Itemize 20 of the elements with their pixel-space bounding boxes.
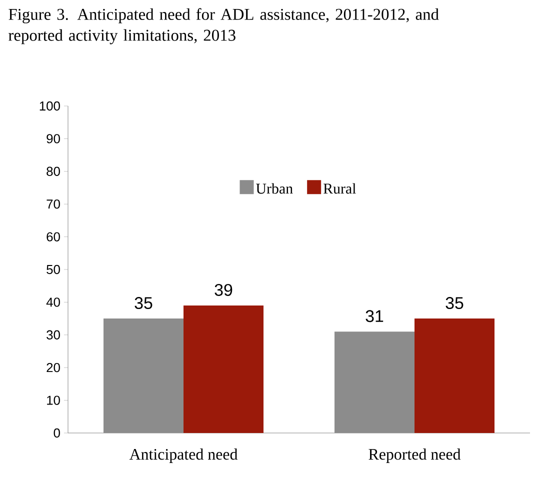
y-tick-label: 90 [46, 134, 60, 144]
y-tick-label: 100 [40, 101, 60, 111]
data-label: 39 [214, 284, 232, 296]
y-tick-label: 10 [47, 396, 60, 405]
y-tick-label: 60 [46, 232, 60, 242]
y-tick-label: 20 [46, 363, 60, 372]
y-tick-label: 50 [46, 264, 60, 274]
y-tick-label: 40 [46, 298, 60, 307]
legend-label: Rural [324, 183, 356, 194]
chart-title: Figure 3. Anticipated need for ADL assistance, 2011-2012, and reported activity limitations, 2013 [8, 8, 439, 44]
x-tick-label: Anticipated need [129, 448, 238, 463]
x-tick-label: Reported need [368, 448, 461, 463]
data-label: 31 [366, 310, 384, 322]
y-tick-label: 0 [54, 428, 60, 438]
y-tick-label: 70 [46, 200, 60, 209]
legend-label: Urban [256, 183, 293, 194]
y-tick-label: 30 [46, 330, 60, 340]
data-label: 35 [446, 297, 464, 310]
data-label: 35 [134, 297, 152, 310]
y-tick-label: 80 [46, 166, 60, 176]
